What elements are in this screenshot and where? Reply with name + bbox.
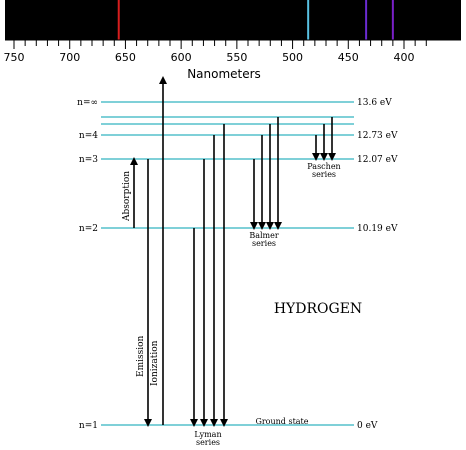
quantum-number-labels: n=∞ n=4 n=3 n=2 n=1	[77, 98, 98, 431]
spectrum-bar	[5, 0, 461, 40]
tick-label-550: 550	[226, 51, 247, 64]
level-label: n=∞	[77, 98, 98, 108]
energy-label: 10.19 eV	[357, 224, 398, 234]
energy-level-lines	[101, 101, 354, 426]
level-label: n=2	[79, 224, 98, 234]
lyman-series-label: Lyman	[194, 430, 221, 439]
absorption-label: Absorption	[122, 171, 132, 222]
paschen-series-label-2: series	[312, 170, 336, 179]
energy-value-labels: 13.6 eV 12.73 eV 12.07 eV 10.19 eV 0 eV	[357, 98, 398, 431]
tick-label-700: 700	[59, 51, 80, 64]
tick-label-650: 650	[115, 51, 136, 64]
axis-title: Nanometers	[187, 67, 261, 81]
energy-label: 13.6 eV	[357, 98, 392, 108]
wavelength-axis: 750 700 650 600 550 500 450 400 Nanometers	[4, 39, 461, 81]
tick-label-400: 400	[394, 51, 415, 64]
diagram-title: HYDROGEN	[274, 301, 362, 317]
tick-label-500: 500	[282, 51, 303, 64]
tick-label-600: 600	[171, 51, 192, 64]
axis-ticks	[13, 40, 427, 49]
paschen-series-label: Paschen	[307, 162, 340, 171]
lyman-series-label-2: series	[196, 438, 220, 447]
energy-label: 0 eV	[357, 421, 378, 431]
spectrum-background	[5, 0, 461, 40]
ionization-label: Ionization	[150, 340, 160, 386]
ground-state-label: Ground state	[255, 417, 308, 426]
transition-arrows	[130, 76, 336, 427]
level-label: n=3	[79, 155, 98, 165]
tick-label-750: 750	[4, 51, 25, 64]
axis-tick-labels: 750 700 650 600 550 500 450 400	[4, 51, 415, 64]
balmer-series-label-2: series	[252, 239, 276, 248]
level-label: n=1	[79, 421, 98, 431]
emission-label: Emission	[136, 335, 146, 377]
level-label: n=4	[79, 131, 98, 141]
tick-label-450: 450	[338, 51, 359, 64]
balmer-series-label: Balmer	[249, 231, 279, 240]
spectral-lines	[117, 0, 394, 40]
energy-label: 12.73 eV	[357, 131, 398, 141]
energy-label: 12.07 eV	[357, 155, 398, 165]
